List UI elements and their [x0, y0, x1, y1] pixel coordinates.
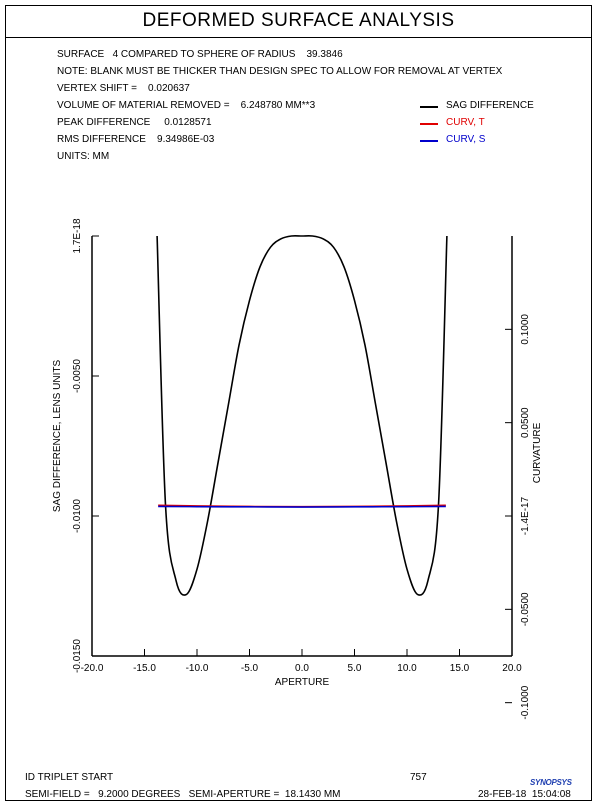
- legend-label: CURV, T: [446, 117, 485, 128]
- chart-labels: -20.0 -15.0 -10.0 -5.0 0.0 5.0 10.0 15.0 20.0 1.7…: [52, 218, 543, 720]
- legend-item-curv-s: CURV, S: [420, 134, 580, 146]
- series-sag-difference: [156, 234, 448, 596]
- footer-number: 757: [410, 772, 427, 783]
- x-tick-label: 0.0: [295, 663, 309, 674]
- info-units: UNITS: MM: [57, 151, 110, 162]
- y-right-axis-label: CURVATURE: [532, 422, 543, 483]
- x-tick-label: -5.0: [241, 663, 259, 674]
- info-note: NOTE: BLANK MUST BE THICKER THAN DESIGN …: [57, 66, 503, 77]
- y-left-axis-label: SAG DIFFERENCE, LENS UNITS: [52, 360, 63, 513]
- legend-item-sag: SAG DIFFERENCE: [420, 100, 580, 112]
- plot-frame: [5, 5, 592, 801]
- x-tick-label: 15.0: [450, 663, 470, 674]
- footer-design-name: ID TRIPLET START: [25, 772, 114, 783]
- page-title: DEFORMED SURFACE ANALYSIS: [142, 10, 455, 31]
- y-right-tick-label: 0.0500: [520, 407, 531, 438]
- legend-label: SAG DIFFERENCE: [446, 100, 534, 111]
- x-tick-label: -15.0: [133, 663, 156, 674]
- x-tick-label: -20.0: [81, 663, 104, 674]
- chart-axes: [91, 235, 513, 704]
- y-right-tick-label: 0.1000: [520, 314, 531, 345]
- synopsys-logo: SYNOPSYS: [530, 778, 572, 787]
- info-surface: SURFACE 4 COMPARED TO SPHERE OF RADIUS 3…: [57, 49, 343, 60]
- info-peak: PEAK DIFFERENCE 0.0128571: [57, 117, 212, 128]
- y-left-tick-label: -0.0050: [72, 359, 83, 393]
- chart-marks: [156, 234, 448, 596]
- y-left-tick-label: -0.0150: [72, 639, 83, 673]
- y-right-tick-label: -0.1000: [520, 685, 531, 719]
- info-volume: VOLUME OF MATERIAL REMOVED = 6.248780 MM…: [57, 100, 316, 111]
- info-vertex-shift: VERTEX SHIFT = 0.020637: [57, 83, 190, 94]
- info-rms: RMS DIFFERENCE 9.34986E-03: [57, 134, 215, 145]
- x-tick-label: -10.0: [186, 663, 209, 674]
- y-left-tick-label: 1.7E-18: [72, 218, 83, 253]
- footer-field-info: SEMI-FIELD = 9.2000 DEGREES SEMI-APERTUR…: [25, 789, 341, 800]
- legend-swatch-sag: [420, 106, 438, 108]
- title-bar: DEFORMED SURFACE ANALYSIS: [5, 5, 592, 38]
- legend-swatch-curv-t: [420, 123, 438, 125]
- y-right-tick-label: -1.4E-17: [520, 496, 531, 535]
- y-left-tick-label: -0.0100: [72, 499, 83, 533]
- legend-swatch-curv-s: [420, 140, 438, 142]
- x-tick-label: 5.0: [348, 663, 362, 674]
- series-curv-s: [158, 505, 446, 508]
- legend-label: CURV, S: [446, 134, 486, 145]
- x-tick-label: 10.0: [397, 663, 417, 674]
- footer-date: 28-FEB-18 15:04:08: [478, 789, 571, 800]
- x-axis-label: APERTURE: [275, 677, 330, 688]
- legend-item-curv-t: CURV, T: [420, 117, 580, 129]
- x-tick-label: 20.0: [502, 663, 522, 674]
- y-right-tick-label: -0.0500: [520, 592, 531, 626]
